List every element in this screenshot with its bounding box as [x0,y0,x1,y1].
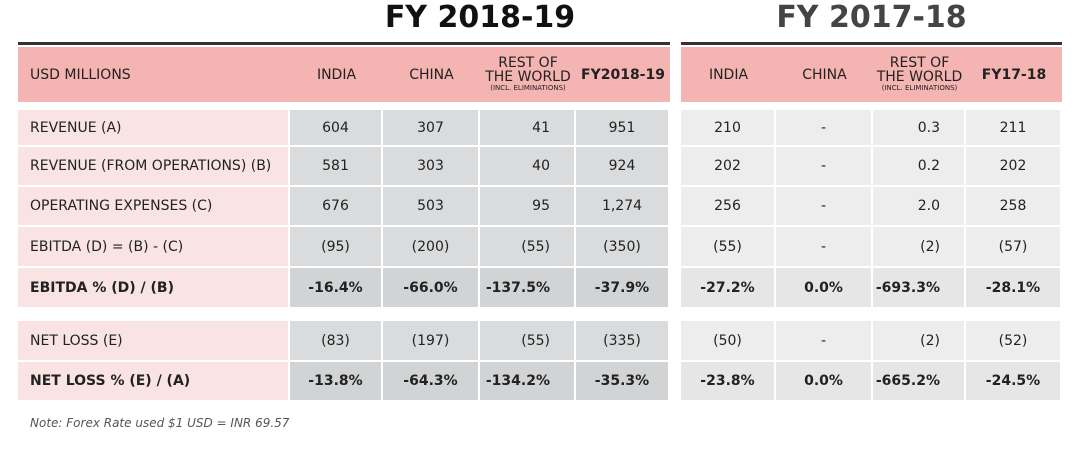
value-cell: 202 [966,147,1060,185]
value-cell: 258 [966,187,1060,225]
value-cell: 210 [681,110,774,145]
row-label: EBITDA (D) = (B) - (C) [18,227,288,266]
value-cell: 604 [290,110,381,145]
column-header: INDIA [290,47,383,102]
value-cell: - [776,147,871,185]
value-cell: 40 [480,147,574,185]
column-label: FY17-18 [981,66,1047,83]
header-label: USD MILLIONS [30,66,131,83]
value-cell: 951 [576,110,668,145]
row-label: REVENUE (A) [18,110,288,145]
row-label: NET LOSS (E) [18,321,288,360]
value-cell: (52) [966,321,1060,360]
value-cell: -35.3% [576,362,668,400]
value-cell: -37.9% [576,268,668,307]
value-cell: -665.2% [873,362,964,400]
column-label: CHINA [409,66,454,83]
value-cell: (335) [576,321,668,360]
header-cell [18,47,670,102]
value-cell: (2) [873,227,964,266]
column-header: FY2018-19 [576,47,670,102]
value-cell: (197) [383,321,478,360]
column-label: FY2018-19 [581,66,665,83]
value-cell: - [776,187,871,225]
column-header: CHINA [776,47,873,102]
column-label: REST OF THE WORLD [485,55,571,85]
column-label: INDIA [316,66,357,83]
value-cell: 95 [480,187,574,225]
row-label: EBITDA % (D) / (B) [18,268,288,307]
value-cell: - [776,321,871,360]
section-title: FY 2017-18 [776,0,967,35]
value-cell: 202 [681,147,774,185]
column-header: FY17-18 [966,47,1062,102]
value-cell: (95) [290,227,381,266]
value-cell: 0.3 [873,110,964,145]
value-cell: 503 [383,187,478,225]
value-cell: 581 [290,147,381,185]
column-header: REST OF THE WORLD (INCL. ELIMINATIONS) [480,47,576,102]
value-cell: 2.0 [873,187,964,225]
value-cell: 924 [576,147,668,185]
value-cell: -13.8% [290,362,381,400]
value-cell: (2) [873,321,964,360]
value-cell: -66.0% [383,268,478,307]
column-sublabel: (INCL. ELIMINATIONS) [881,84,958,92]
value-cell: (50) [681,321,774,360]
value-cell: -137.5% [480,268,574,307]
value-cell: (83) [290,321,381,360]
column-header: REST OF THE WORLD (INCL. ELIMINATIONS) [873,47,966,102]
rule [681,42,1062,45]
value-cell: (57) [966,227,1060,266]
value-cell: (200) [383,227,478,266]
value-cell: -693.3% [873,268,964,307]
value-cell: - [776,110,871,145]
value-cell: - [776,227,871,266]
column-label: INDIA [708,66,749,83]
column-sublabel: (INCL. ELIMINATIONS) [490,84,566,92]
note: Note: Forex Rate used $1 USD = INR 69.57 [30,416,290,430]
value-cell: -28.1% [966,268,1060,307]
value-cell: 0.0% [776,362,871,400]
value-cell: (350) [576,227,668,266]
value-cell: -16.4% [290,268,381,307]
row-label: OPERATING EXPENSES (C) [18,187,288,225]
value-cell: (55) [681,227,774,266]
header-cell [681,47,1062,102]
value-cell: 0.2 [873,147,964,185]
value-cell: -134.2% [480,362,574,400]
value-cell: 303 [383,147,478,185]
column-label: CHINA [802,66,847,83]
row-label: NET LOSS % (E) / (A) [18,362,288,400]
value-cell: 256 [681,187,774,225]
value-cell: 307 [383,110,478,145]
column-label: REST OF THE WORLD [876,55,963,85]
rule [18,42,670,45]
value-cell: (55) [480,227,574,266]
value-cell: 41 [480,110,574,145]
row-label: REVENUE (FROM OPERATIONS) (B) [18,147,288,185]
value-cell: -27.2% [681,268,774,307]
value-cell: 0.0% [776,268,871,307]
column-header: INDIA [681,47,776,102]
section-title: FY 2018-19 [384,0,576,35]
value-cell: 211 [966,110,1060,145]
value-cell: 676 [290,187,381,225]
value-cell: 1,274 [576,187,668,225]
column-header: CHINA [383,47,480,102]
value-cell: -23.8% [681,362,774,400]
value-cell: -64.3% [383,362,478,400]
value-cell: (55) [480,321,574,360]
value-cell: -24.5% [966,362,1060,400]
